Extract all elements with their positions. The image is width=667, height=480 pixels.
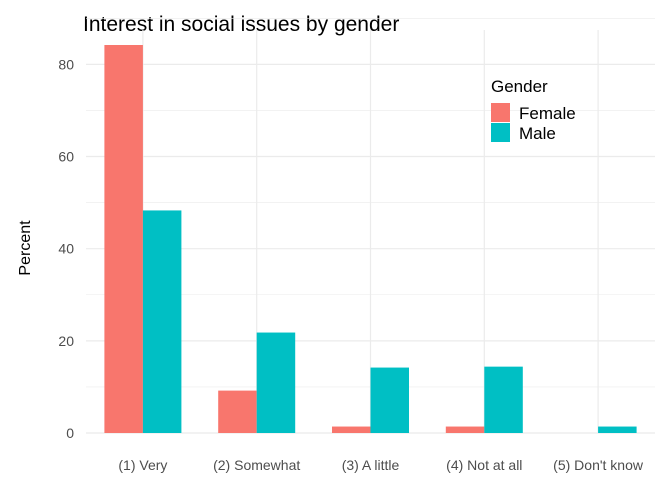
bar-male	[370, 367, 409, 433]
y-axis-tick-labels: 0 20 40 60 80	[58, 56, 74, 441]
y-axis-label: Percent	[17, 220, 34, 276]
legend-key-female	[491, 103, 510, 122]
x-tick-label: (4) Not at all	[446, 457, 522, 473]
bar-female	[445, 426, 485, 433]
bar-male	[598, 426, 637, 433]
bar-female	[104, 45, 143, 433]
bar-female	[332, 426, 371, 433]
y-tick-label: 0	[66, 425, 74, 441]
bar-male	[256, 332, 296, 433]
x-tick-label: (5) Don't know	[553, 457, 644, 473]
x-axis-tick-labels: (1) Very (2) Somewhat (3) A little (4) Not …	[118, 457, 644, 473]
legend-label-female: Female	[519, 104, 576, 123]
bars	[104, 45, 637, 433]
chart-title: Interest in social issues by gender	[83, 13, 399, 36]
bar-female	[218, 390, 257, 433]
legend-key-male	[491, 123, 510, 142]
bar-male	[142, 210, 182, 433]
y-tick-label: 80	[58, 56, 74, 72]
y-tick-label: 60	[58, 149, 74, 165]
x-tick-label: (3) A little	[342, 457, 400, 473]
legend-title: Gender	[491, 77, 548, 96]
x-tick-label: (2) Somewhat	[213, 457, 300, 473]
legend-label-male: Male	[519, 124, 556, 143]
x-tick-label: (1) Very	[118, 457, 167, 473]
y-tick-label: 40	[58, 241, 74, 257]
y-tick-label: 20	[58, 333, 74, 349]
bar-male	[484, 366, 523, 433]
